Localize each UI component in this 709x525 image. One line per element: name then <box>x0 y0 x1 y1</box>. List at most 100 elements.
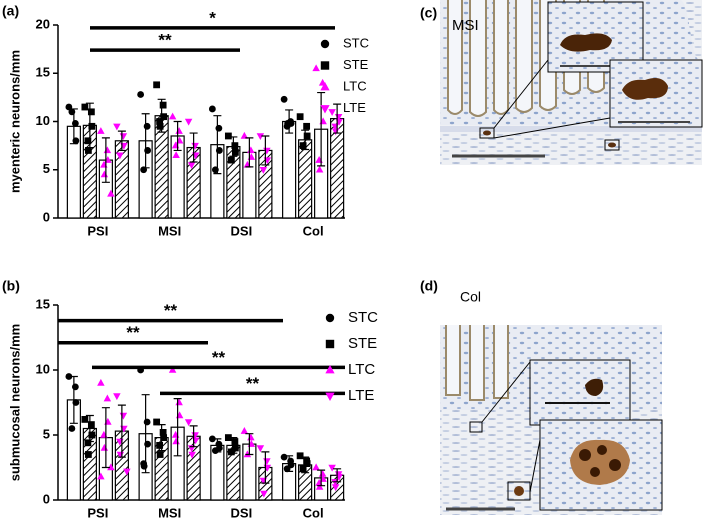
point <box>325 313 335 323</box>
inset-box <box>469 421 483 433</box>
x-tick-label: DSI <box>231 223 253 238</box>
significance-label: ** <box>212 348 226 367</box>
point <box>153 81 161 89</box>
micrograph-d: (d) Col <box>420 278 663 515</box>
point <box>280 453 288 461</box>
point <box>103 146 112 154</box>
error-bar <box>101 407 110 469</box>
point <box>84 439 92 447</box>
point <box>103 394 112 402</box>
point <box>104 417 112 425</box>
bar <box>210 444 225 501</box>
y-tick-label: 0 <box>43 209 50 224</box>
point <box>331 484 340 492</box>
point <box>65 373 73 380</box>
point <box>256 445 265 453</box>
point <box>325 339 335 349</box>
point <box>318 469 327 477</box>
neuron <box>608 142 616 148</box>
neuron <box>622 78 668 100</box>
micrograph-c: (c) MSI <box>420 0 703 165</box>
point <box>256 133 265 141</box>
point <box>215 124 223 132</box>
point <box>319 117 327 125</box>
error-bar <box>285 455 294 472</box>
point <box>97 472 105 480</box>
point <box>153 418 161 426</box>
error-bar <box>245 433 254 456</box>
point <box>81 103 89 111</box>
point <box>240 427 249 434</box>
point <box>168 112 177 120</box>
x-tick-label: PSI <box>87 505 108 520</box>
x-tick-label: PSI <box>87 223 108 238</box>
y-tick-label: 15 <box>36 296 50 311</box>
point <box>325 392 335 402</box>
point <box>113 123 121 131</box>
error-bar <box>101 137 110 183</box>
error-bar <box>173 398 182 457</box>
point <box>140 462 148 470</box>
error-bar <box>69 108 78 145</box>
point <box>107 189 115 197</box>
error-bar <box>141 113 150 169</box>
nucleus <box>597 445 607 455</box>
point <box>247 440 256 447</box>
panel-label: (d) <box>420 278 438 294</box>
point <box>303 122 311 130</box>
point <box>175 398 183 406</box>
point <box>143 122 151 130</box>
inset-line <box>481 361 531 423</box>
point <box>227 156 235 164</box>
point <box>315 482 324 490</box>
inset-line <box>529 439 541 493</box>
inset-box <box>479 127 495 139</box>
y-tick-label: 0 <box>43 491 50 506</box>
point <box>328 464 336 472</box>
y-tick-label: 15 <box>36 65 50 80</box>
point <box>247 146 255 154</box>
chart: (b) 0 5 10 15 submucosal neurons/mm PSI MSI DSI C… <box>2 278 378 521</box>
point <box>320 105 330 114</box>
legend-label: STE <box>348 335 377 352</box>
y-tick-label: 10 <box>36 361 50 376</box>
neuron <box>585 378 604 396</box>
error-bar <box>189 132 198 163</box>
legend-label: LTC <box>343 78 367 93</box>
point <box>113 393 121 401</box>
point <box>156 122 164 130</box>
legend-label: LTE <box>343 100 366 115</box>
panel-label: (b) <box>2 278 20 294</box>
point <box>299 465 307 473</box>
point <box>312 463 320 471</box>
x-tick-label: DSI <box>231 505 253 520</box>
point <box>137 91 145 98</box>
point <box>172 151 180 158</box>
point <box>159 101 167 109</box>
point <box>188 451 196 459</box>
point <box>315 165 324 173</box>
error-bar <box>317 469 326 487</box>
point <box>231 444 239 452</box>
x-tick-label: Col <box>303 505 324 520</box>
point <box>299 142 307 150</box>
point <box>231 148 239 156</box>
point <box>119 412 128 420</box>
panel-label: (c) <box>420 5 437 21</box>
x-tick-label: MSI <box>158 505 181 520</box>
x-tick-label: MSI <box>158 223 181 238</box>
point <box>280 95 288 103</box>
y-axis-title: submucosal neurons/mm <box>7 324 22 481</box>
point <box>243 450 252 458</box>
point <box>247 433 255 441</box>
neuron <box>483 130 491 136</box>
y-tick-label: 10 <box>36 113 50 128</box>
bar <box>114 140 129 219</box>
error-bar <box>261 135 270 166</box>
point <box>87 421 95 428</box>
point <box>81 416 89 423</box>
point <box>159 429 167 436</box>
point <box>97 378 105 386</box>
error-bar <box>69 375 78 424</box>
